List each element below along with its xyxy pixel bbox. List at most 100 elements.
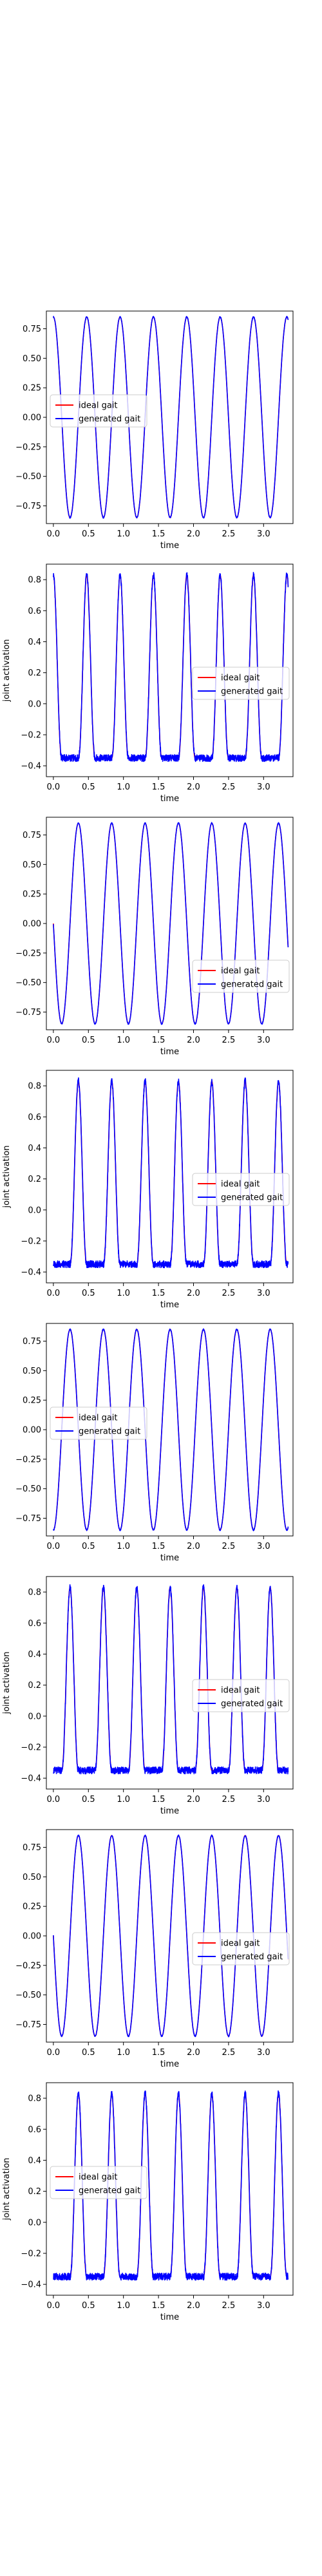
y-axis-label: joint activation (2, 1145, 12, 1208)
legend-box (192, 960, 290, 993)
y-tick-label: 0.00 (23, 920, 41, 929)
y-tick-label: 0.0 (28, 699, 41, 709)
y-tick-label: 0.4 (28, 2156, 41, 2166)
y-tick-label: −0.25 (15, 1961, 41, 1971)
legend-label-ideal-gait: ideal gait (221, 1686, 260, 1696)
y-tick-label: −0.75 (15, 1008, 41, 1018)
series-line-generated-gait (53, 316, 289, 519)
y-tick-label: −0.2 (21, 730, 41, 740)
y-tick-label: 0.75 (23, 831, 41, 840)
y-tick-label: 0.75 (23, 325, 41, 334)
y-tick-label: 0.2 (28, 668, 41, 678)
x-tick-label: 1.5 (152, 2048, 166, 2058)
legend-label-ideal-gait: ideal gait (79, 401, 118, 411)
y-tick-label: −0.50 (15, 978, 41, 988)
y-tick-label: −0.50 (15, 1484, 41, 1494)
x-tick-label: 0.5 (82, 2048, 95, 2058)
legend-label-ideal-gait: ideal gait (221, 1939, 260, 1949)
x-tick-label: 3.0 (257, 1795, 270, 1804)
legend-label-ideal-gait: ideal gait (221, 1180, 260, 1189)
y-tick-label: 0.6 (28, 2125, 41, 2135)
y-tick-label: 0.75 (23, 1843, 41, 1853)
x-tick-label: 0.0 (47, 1795, 61, 1804)
y-tick-label: −0.25 (15, 1455, 41, 1464)
x-tick-label: 1.0 (117, 1036, 130, 1045)
chart-panel-1: 0.0 0.5 1.0 1.5 2.0 2.5 3.0 0.75 0.50 0.25 0.00 −0.… (15, 310, 294, 551)
x-axis-label: time (160, 2313, 179, 2322)
y-tick-label: 0.4 (28, 1650, 41, 1660)
y-tick-label: 0.50 (23, 1873, 41, 1882)
legend-label-ideal-gait: ideal gait (79, 2173, 118, 2183)
x-tick-label: 1.0 (117, 1289, 130, 1298)
y-tick-label: −0.75 (15, 1514, 41, 1524)
x-tick-label: 2.5 (222, 1036, 236, 1045)
series-line-generated-gait (53, 1077, 289, 1269)
legend-label-generated-gait: generated gait (221, 1953, 283, 1962)
y-tick-label: −0.25 (15, 949, 41, 958)
x-tick-label: 0.0 (47, 1542, 61, 1551)
x-tick-label: 2.5 (222, 2301, 236, 2311)
x-tick-label: 1.5 (152, 1036, 166, 1045)
x-tick-label: 3.0 (257, 1542, 270, 1551)
y-tick-label: −0.75 (15, 2020, 41, 2030)
x-axis-label: time (160, 541, 179, 551)
y-tick-label: 0.00 (23, 1426, 41, 1435)
x-tick-label: 2.5 (222, 1542, 236, 1551)
y-tick-label: 0.25 (23, 384, 41, 393)
y-axis-label: joint activation (2, 1651, 12, 1714)
series-line-generated-gait (53, 822, 289, 1025)
x-tick-label: 0.0 (47, 782, 61, 792)
legend-box (192, 1679, 290, 1712)
x-tick-label: 0.0 (47, 1036, 61, 1045)
x-tick-label: 1.0 (117, 1795, 130, 1804)
legend: ideal gait generated gait (192, 1932, 290, 1965)
y-tick-label: 0.75 (23, 1337, 41, 1347)
y-tick-label: 0.6 (28, 1619, 41, 1629)
y-tick-label: −0.2 (21, 1236, 41, 1246)
x-tick-label: 3.0 (257, 529, 270, 539)
x-tick-label: 3.0 (257, 1289, 270, 1298)
x-tick-label: 3.0 (257, 2048, 270, 2058)
legend-label-ideal-gait: ideal gait (221, 967, 260, 976)
chart-panel-8: 0.0 0.5 1.0 1.5 2.0 2.5 3.0 0.8 0.6 0.4 0.2 0.0 −0.2… (2, 2082, 294, 2322)
x-tick-label: 1.5 (152, 782, 166, 792)
legend-label-ideal-gait: ideal gait (79, 1414, 118, 1423)
y-tick-label: −0.75 (15, 502, 41, 511)
legend: ideal gait generated gait (50, 1406, 147, 1440)
x-tick-label: 2.0 (187, 1289, 200, 1298)
legend-label-generated-gait: generated gait (221, 1193, 283, 1203)
x-tick-label: 3.0 (257, 1036, 270, 1045)
x-tick-label: 0.0 (47, 1289, 61, 1298)
legend-box (50, 2166, 147, 2199)
legend-label-generated-gait: generated gait (79, 1427, 140, 1437)
legend: ideal gait generated gait (192, 667, 290, 700)
x-tick-label: 3.0 (257, 782, 270, 792)
x-tick-label: 1.5 (152, 2301, 166, 2311)
x-axis-label: time (160, 1300, 179, 1310)
series-line-generated-gait (53, 2090, 289, 2281)
x-tick-label: 1.5 (152, 1542, 166, 1551)
chart-panel-4: 0.0 0.5 1.0 1.5 2.0 2.5 3.0 0.8 0.6 0.4 0.2 0.0 −0.2… (2, 1070, 294, 1310)
x-tick-label: 2.5 (222, 529, 236, 539)
y-tick-label: −0.25 (15, 442, 41, 452)
legend-box (192, 1932, 290, 1965)
y-tick-label: 0.25 (23, 1902, 41, 1912)
legend-label-generated-gait: generated gait (221, 687, 283, 697)
chart-panel-5: 0.0 0.5 1.0 1.5 2.0 2.5 3.0 0.75 0.50 0.25 0.00 −0.… (15, 1323, 294, 1563)
x-tick-label: 0.5 (82, 2301, 95, 2311)
x-tick-label: 2.0 (187, 2301, 200, 2311)
chart-panel-6: 0.0 0.5 1.0 1.5 2.0 2.5 3.0 0.8 0.6 0.4 0.2 0.0 −0.2… (2, 1576, 294, 1816)
y-tick-label: −0.2 (21, 2249, 41, 2259)
y-tick-label: −0.50 (15, 472, 41, 482)
x-tick-label: 1.5 (152, 1289, 166, 1298)
y-tick-label: 0.00 (23, 413, 41, 423)
legend-box (50, 394, 147, 428)
x-tick-label: 0.5 (82, 1542, 95, 1551)
legend: ideal gait generated gait (192, 1679, 290, 1712)
y-tick-label: 0.25 (23, 1396, 41, 1406)
legend-box (192, 667, 290, 700)
series-line-generated-gait (53, 1328, 289, 1531)
legend-label-generated-gait: generated gait (221, 980, 283, 990)
y-tick-label: 0.0 (28, 1712, 41, 1721)
